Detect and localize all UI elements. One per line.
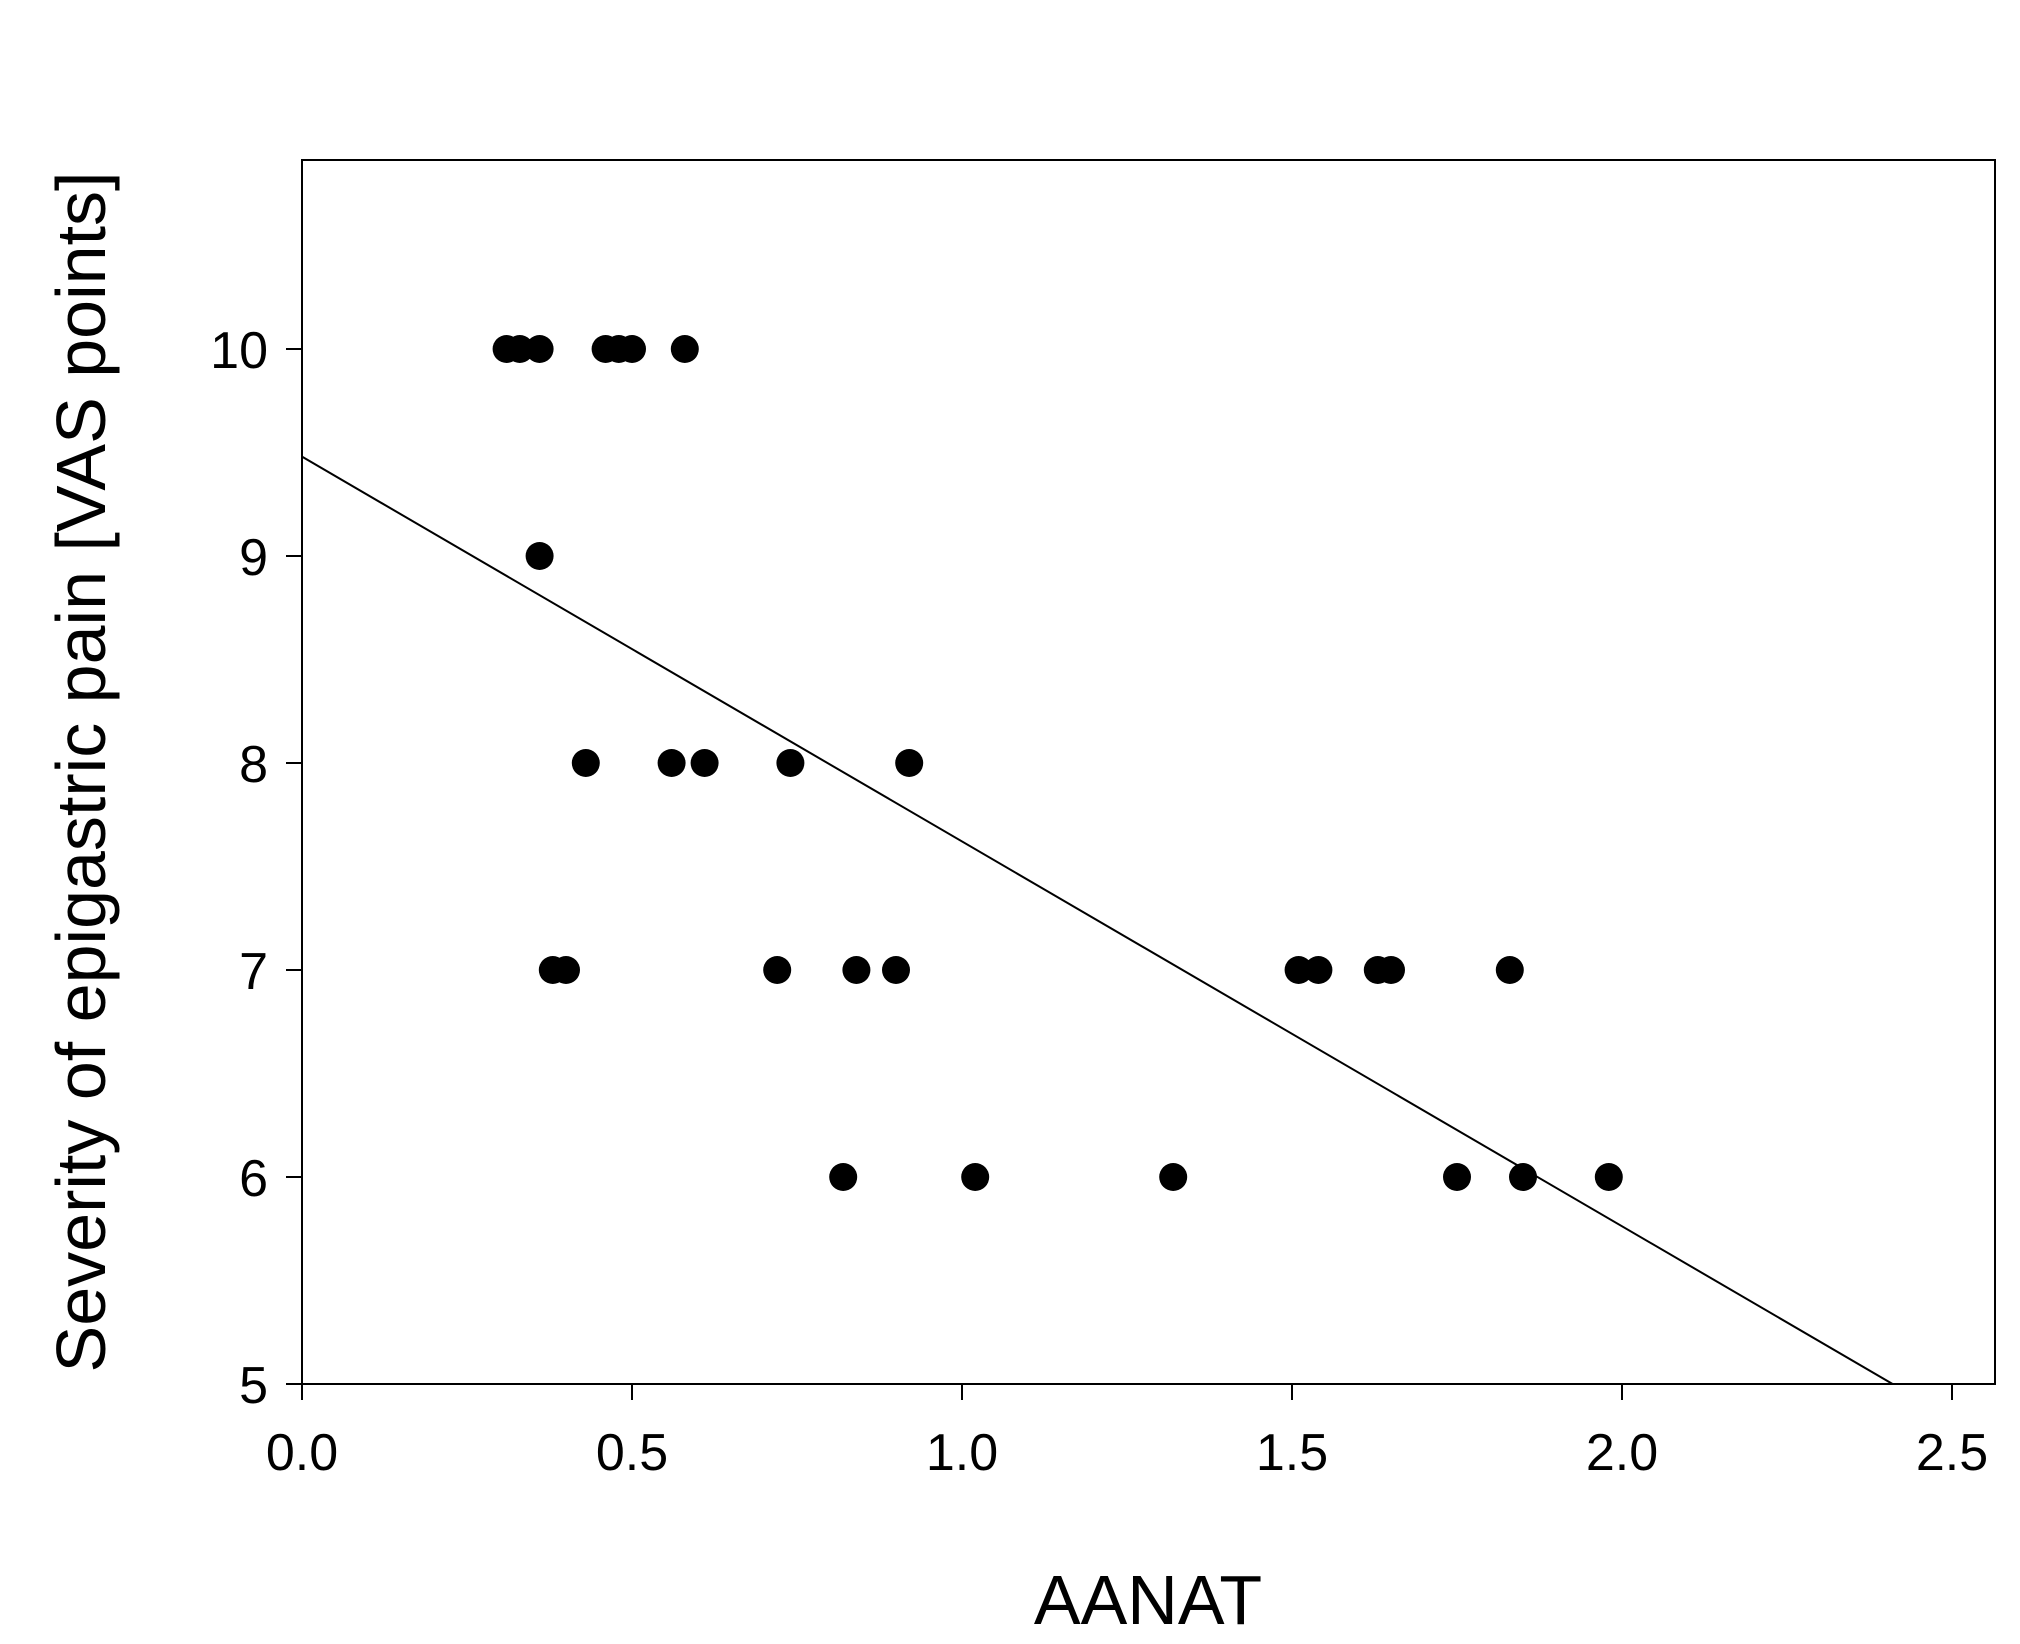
data-point bbox=[670, 335, 699, 363]
x-tick-label: 0.0 bbox=[266, 1424, 338, 1482]
data-point bbox=[1377, 956, 1405, 984]
y-tick-label: 7 bbox=[239, 943, 268, 1001]
x-tick-label: 1.5 bbox=[1256, 1424, 1328, 1482]
data-point bbox=[1509, 1163, 1537, 1191]
data-point bbox=[829, 1163, 858, 1191]
y-axis-tick-labels: 5 6 7 8 9 10 bbox=[210, 322, 268, 1415]
data-point bbox=[1284, 956, 1313, 984]
data-point bbox=[525, 542, 554, 570]
y-tick-label: 10 bbox=[210, 322, 268, 380]
data-point bbox=[1594, 1163, 1623, 1191]
x-tick-label: 2.0 bbox=[1586, 1424, 1658, 1482]
data-point bbox=[690, 749, 719, 777]
y-tick-label: 5 bbox=[239, 1357, 268, 1415]
data-point bbox=[776, 749, 805, 777]
data-point bbox=[1159, 1163, 1188, 1191]
data-point bbox=[657, 749, 686, 777]
data-point bbox=[895, 749, 924, 777]
y-axis-title: Severity of epigastric pain [VAS points] bbox=[42, 172, 120, 1373]
y-tick-label: 9 bbox=[239, 529, 268, 587]
data-point bbox=[618, 335, 646, 363]
x-tick-label: 1.0 bbox=[926, 1424, 998, 1482]
data-point bbox=[552, 956, 580, 984]
data-point bbox=[882, 956, 910, 984]
x-axis-tick-labels: 0.0 0.5 1.0 1.5 2.0 2.5 bbox=[266, 1424, 1988, 1482]
regression-line bbox=[301, 455, 1894, 1385]
data-point bbox=[842, 956, 871, 984]
x-tick-label: 2.5 bbox=[1916, 1424, 1988, 1482]
data-point bbox=[763, 956, 792, 984]
data-point bbox=[571, 749, 600, 777]
data-point bbox=[1495, 956, 1524, 984]
y-axis-ticks bbox=[286, 348, 302, 1385]
y-tick-label: 6 bbox=[239, 1150, 268, 1208]
plot-frame bbox=[301, 159, 1996, 1385]
y-tick-label: 8 bbox=[239, 736, 268, 794]
data-points bbox=[492, 335, 1623, 1191]
x-axis-title: AANAT bbox=[1034, 1561, 1262, 1639]
data-point bbox=[1304, 956, 1333, 984]
data-point bbox=[505, 335, 534, 363]
data-point bbox=[525, 335, 554, 363]
x-tick-label: 0.5 bbox=[596, 1424, 668, 1482]
data-point bbox=[961, 1163, 990, 1191]
x-axis-ticks bbox=[301, 1384, 1953, 1400]
data-point bbox=[1443, 1163, 1471, 1191]
